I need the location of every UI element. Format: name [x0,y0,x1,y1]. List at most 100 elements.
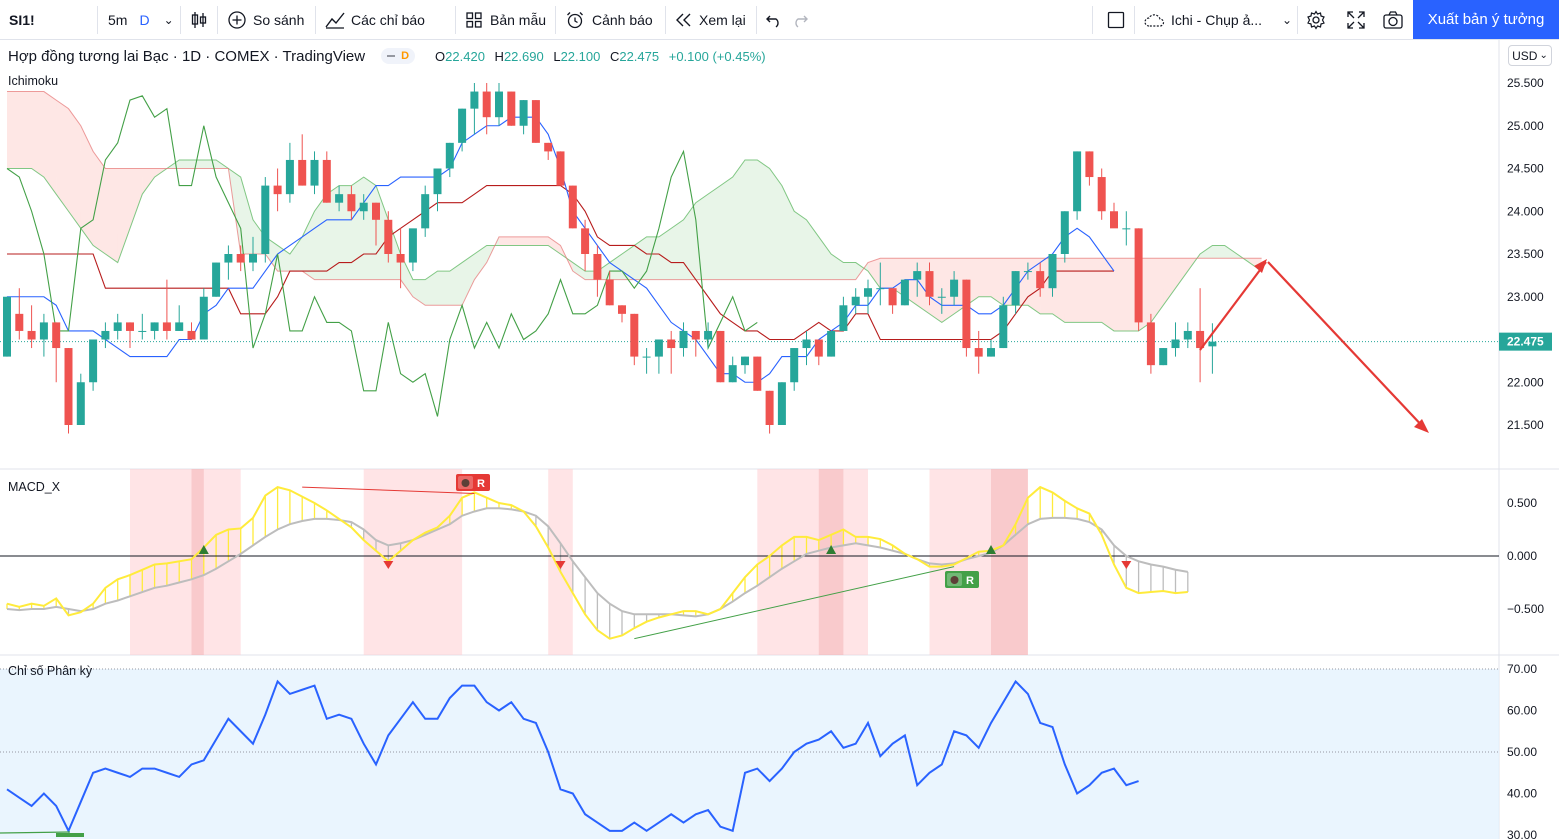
candle-body[interactable] [962,279,971,349]
candle-body[interactable] [765,390,774,425]
candle-body[interactable] [1196,330,1205,349]
candle-body[interactable] [642,356,651,358]
candle-body[interactable] [199,296,208,340]
candle-body[interactable] [372,202,380,220]
candle-body[interactable] [741,356,749,366]
candle-body[interactable] [64,348,73,425]
bullish-divergence-badge[interactable]: R [945,571,979,588]
candle-body[interactable] [1085,151,1094,178]
candle-body[interactable] [482,91,491,118]
chart-canvas[interactable]: RR 25.50025.00024.50024.00023.50023.0002… [0,40,1559,839]
candle-body[interactable] [1060,211,1069,254]
candle-body[interactable] [544,142,553,152]
candle-body[interactable] [1134,228,1143,323]
candle-body[interactable] [618,305,626,314]
candle-body[interactable] [27,330,36,340]
candle-body[interactable] [704,330,713,340]
candle-body[interactable] [519,100,528,126]
interval-button[interactable]: 5m D ⌄ [108,0,174,40]
candle-body[interactable] [458,108,467,143]
candle-body[interactable] [1122,228,1131,230]
candle-body[interactable] [347,194,356,212]
drawings[interactable] [1199,259,1429,433]
candle-body[interactable] [790,348,799,383]
candle-body[interactable] [335,194,344,203]
settings-button[interactable] [1306,0,1326,40]
candle-body[interactable] [728,365,737,383]
candle-body[interactable] [507,91,516,126]
trend-arrow-up[interactable] [1199,261,1267,351]
candle-body[interactable] [568,185,577,229]
candle-body[interactable] [777,382,786,425]
candle-body[interactable] [876,288,885,290]
candle-body[interactable] [716,330,725,383]
candle-body[interactable] [1073,151,1082,212]
candle-body[interactable] [408,228,417,263]
candle-body[interactable] [605,279,614,306]
redo-button[interactable] [791,0,809,40]
candle-body[interactable] [937,296,946,298]
candle-body[interactable] [913,271,922,280]
candle-body[interactable] [667,339,676,349]
candle-body[interactable] [495,91,503,118]
candle-body[interactable] [1159,348,1168,366]
candle-body[interactable] [974,348,983,357]
candle-body[interactable] [236,254,245,263]
candle-body[interactable] [261,185,270,254]
candle-body[interactable] [76,382,85,425]
candle-body[interactable] [581,228,590,254]
candle-body[interactable] [593,254,602,280]
candles[interactable] [3,83,1217,434]
candle-body[interactable] [187,330,196,340]
candle-body[interactable] [1023,271,1032,273]
candle-body[interactable] [654,339,663,357]
templates-button[interactable]: Bản mẫu [465,0,546,40]
candle-body[interactable] [470,91,479,109]
candle-body[interactable] [433,168,442,195]
candle-body[interactable] [1110,211,1118,229]
last-price-tag[interactable] [1499,332,1552,351]
symbol-title[interactable]: Hợp đồng tương lai Bạc · 1D · COMEX · Tr… [8,47,366,65]
indicators-button[interactable]: Các chỉ báo [324,0,425,40]
symbol-search[interactable]: SI1! [9,12,35,28]
candle-body[interactable] [802,339,811,349]
candle-body[interactable] [212,262,221,297]
candle-body[interactable] [101,330,110,340]
candle-body[interactable] [310,159,319,186]
candle-body[interactable] [1048,254,1057,289]
layout-select[interactable]: Ichi - Chụp ả... ⌄ [1143,0,1292,40]
candle-body[interactable] [89,339,98,383]
compare-button[interactable]: So sánh [227,0,304,40]
snapshot-button[interactable] [1382,0,1404,40]
replay-button[interactable]: Xem lại [675,0,746,40]
candle-body[interactable] [839,305,848,331]
market-status-badge[interactable]: D [381,48,416,64]
candle-body[interactable] [925,271,934,297]
publish-idea-button[interactable]: Xuất bản ý tưởng [1413,0,1559,39]
candle-body[interactable] [126,322,134,331]
candle-body[interactable] [679,330,688,349]
candle-body[interactable] [384,219,393,254]
currency-select[interactable]: USD ⌄ [1508,45,1552,66]
alerts-button[interactable]: Cảnh báo [565,0,653,40]
candle-body[interactable] [175,322,184,331]
candle-body[interactable] [249,254,257,263]
fullscreen-toggle[interactable] [1106,0,1126,40]
candle-body[interactable] [445,142,454,169]
maximize-button[interactable] [1346,0,1366,40]
candle-body[interactable] [52,322,61,349]
candle-body[interactable] [396,254,405,263]
candle-body[interactable] [864,288,872,297]
trend-arrow-down[interactable] [1267,261,1427,431]
candle-body[interactable] [1036,271,1045,289]
candle-body[interactable] [273,185,282,195]
candle-body[interactable] [691,330,700,340]
candle-body[interactable] [531,100,540,143]
candle-body[interactable] [150,322,159,331]
candle-body[interactable] [1146,322,1155,366]
candle-body[interactable] [3,296,11,357]
candle-body[interactable] [556,151,565,186]
price-axes[interactable]: 25.500 25.000 24.500 24.000 23.500 23.000 22.0… [1499,76,1552,839]
candle-body[interactable] [888,288,897,306]
candle-body[interactable] [421,194,430,229]
